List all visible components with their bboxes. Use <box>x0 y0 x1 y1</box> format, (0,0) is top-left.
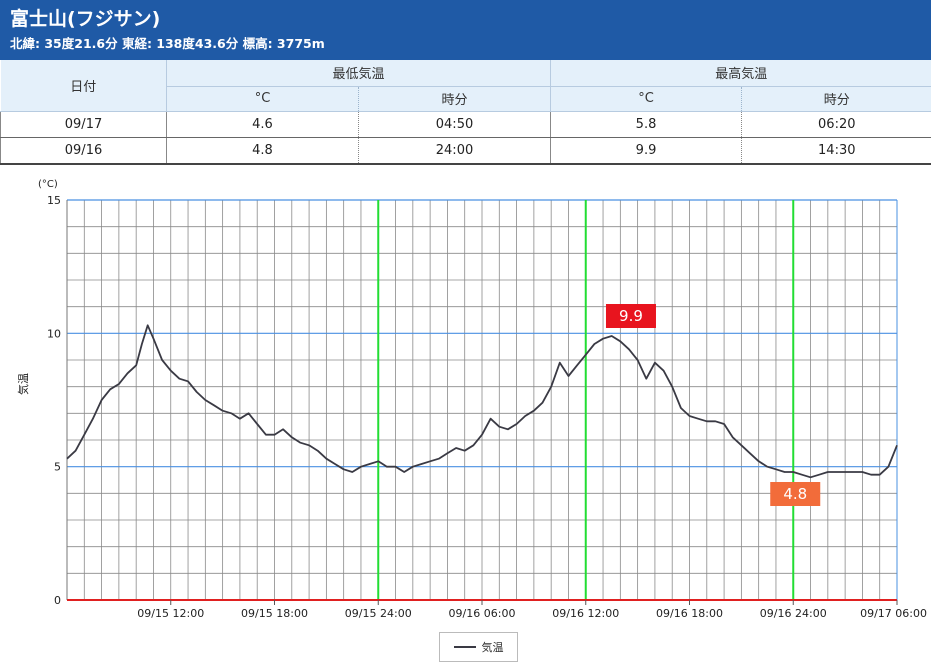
cell-max-celsius: 9.9 <box>550 137 742 166</box>
col-header-min-celsius: °C <box>166 86 359 112</box>
chart-annotations: 9.9 4.8 <box>605 304 821 506</box>
col-header-date: 日付 <box>0 60 167 112</box>
col-header-max-time: 時分 <box>741 86 931 112</box>
annotation-box <box>605 304 656 328</box>
chart-legend[interactable]: 気温 <box>439 632 518 662</box>
annotation-label: 9.9 <box>619 307 643 325</box>
temperature-chart-svg: 0 5 10 15 09/15 12:00 09/15 18:00 09/15 24:00 0… <box>16 179 927 620</box>
cell-min-celsius: 4.6 <box>166 111 359 139</box>
x-tick-label: 09/15 18:00 <box>241 607 308 620</box>
y-axis-title: 気温 <box>16 373 30 395</box>
cell-max-time: 14:30 <box>741 137 931 166</box>
x-tick-label: 09/16 06:00 <box>449 607 516 620</box>
annotation-box <box>770 482 821 506</box>
legend-swatch <box>453 646 476 648</box>
y-tick-label: 0 <box>54 594 61 607</box>
legend-label: 気温 <box>481 641 504 654</box>
col-header-min-time: 時分 <box>357 86 551 112</box>
y-tick-label: 10 <box>47 327 61 340</box>
min-max-table: 日付 最低気温 最高気温 °C 時分 °C 時分 09/17 4.6 04:50… <box>0 60 931 166</box>
station-header: 富士山(フジサン) 北緯: 35度21.6分 東経: 138度43.6分 標高:… <box>0 0 931 60</box>
y-tick-label: 15 <box>47 194 61 207</box>
station-coordinates: 北緯: 35度21.6分 東経: 138度43.6分 標高: 3775m <box>10 36 325 51</box>
table-row: 09/16 4.8 24:00 9.9 14:30 <box>0 137 931 166</box>
y-unit-label: (°C) <box>38 179 58 190</box>
cell-max-celsius: 5.8 <box>550 111 742 139</box>
cell-min-celsius: 4.8 <box>166 137 359 166</box>
station-title: 富士山(フジサン) <box>10 8 161 30</box>
x-tick-label: 09/15 24:00 <box>345 607 412 620</box>
x-tick-label: 09/16 18:00 <box>656 607 723 620</box>
y-tick-label: 5 <box>54 461 61 474</box>
x-tick-label: 09/16 12:00 <box>552 607 619 620</box>
col-header-max-celsius: °C <box>550 86 742 112</box>
annotation-label: 4.8 <box>783 485 807 503</box>
table-row: 09/17 4.6 04:50 5.8 06:20 <box>0 111 931 139</box>
temperature-chart: 0 5 10 15 09/15 12:00 09/15 18:00 09/15 24:00 0… <box>0 168 931 672</box>
col-header-min-temp: 最低気温 <box>165 60 551 87</box>
x-tick-label: 09/17 06:00 <box>860 607 927 620</box>
cell-date: 09/17 <box>0 111 167 139</box>
cell-max-time: 06:20 <box>741 111 931 139</box>
cell-min-time: 04:50 <box>357 111 551 139</box>
chart-series <box>66 324 898 479</box>
cell-min-time: 24:00 <box>357 137 551 166</box>
x-tick-label: 09/15 12:00 <box>137 607 204 620</box>
x-tick-label: 09/16 24:00 <box>760 607 827 620</box>
series-line-temperature <box>66 324 898 479</box>
col-header-max-temp: 最高気温 <box>550 60 931 87</box>
cell-date: 09/16 <box>0 137 167 166</box>
chart-axes: 0 5 10 15 09/15 12:00 09/15 18:00 09/15 24:00 0… <box>47 194 927 620</box>
chart-grid <box>67 199 897 600</box>
